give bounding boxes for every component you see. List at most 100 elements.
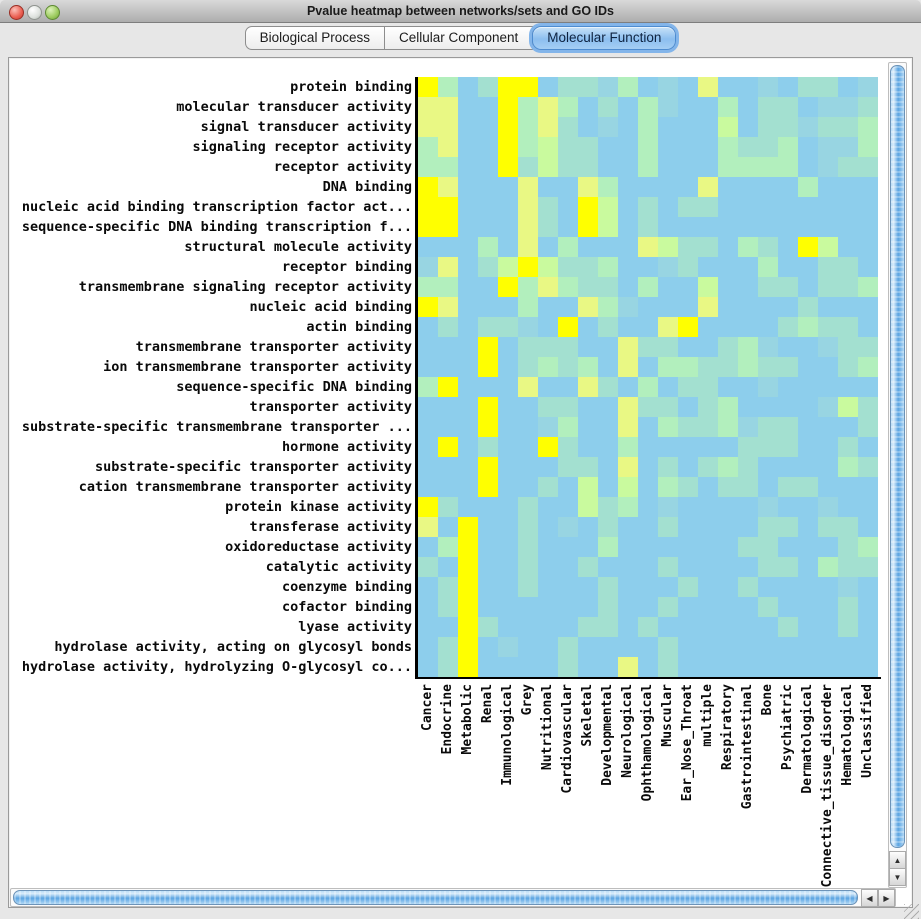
heatmap-cell xyxy=(558,397,578,417)
tab-cellular-component[interactable]: Cellular Component xyxy=(383,26,534,50)
heatmap-cell xyxy=(438,617,458,637)
heatmap-cell xyxy=(858,557,878,577)
row-label: protein binding xyxy=(290,79,412,95)
heatmap-cell xyxy=(438,337,458,357)
tab-molecular-function[interactable]: Molecular Function xyxy=(532,26,677,50)
heatmap-cell xyxy=(658,577,678,597)
heatmap-cell xyxy=(658,197,678,217)
close-button[interactable] xyxy=(9,4,24,20)
heatmap-cell xyxy=(758,297,778,317)
heatmap-cell xyxy=(678,557,698,577)
scroll-down-button[interactable]: ▼ xyxy=(889,868,906,886)
heatmap-cell xyxy=(578,657,598,677)
resize-grip[interactable] xyxy=(904,904,919,919)
heatmap-cell xyxy=(418,337,438,357)
heatmap-cell xyxy=(658,637,678,657)
zoom-button[interactable] xyxy=(45,4,60,20)
heatmap-cell xyxy=(638,97,658,117)
heatmap-cell xyxy=(838,457,858,477)
heatmap-cell xyxy=(498,457,518,477)
heatmap-cell xyxy=(738,197,758,217)
heatmap-cell xyxy=(618,177,638,197)
heatmap-cell xyxy=(758,397,778,417)
column-label: Unclassified xyxy=(860,684,875,778)
heatmap-cell xyxy=(438,257,458,277)
scroll-left-button[interactable]: ◀ xyxy=(861,889,878,907)
horizontal-scrollbar-thumb[interactable] xyxy=(13,890,858,905)
heatmap-cell xyxy=(718,477,738,497)
heatmap-cell xyxy=(778,77,798,97)
vertical-scrollbar-thumb[interactable] xyxy=(890,65,905,848)
column-label: Muscular xyxy=(660,684,675,747)
heatmap-cell xyxy=(518,597,538,617)
heatmap-cell xyxy=(558,637,578,657)
heatmap-cell xyxy=(778,477,798,497)
minimize-button[interactable] xyxy=(27,4,42,20)
heatmap-cell xyxy=(718,397,738,417)
scroll-right-button[interactable]: ▶ xyxy=(878,889,895,907)
heatmap-cell xyxy=(738,597,758,617)
tab-biological-process[interactable]: Biological Process xyxy=(244,26,385,50)
heatmap-cell xyxy=(758,477,778,497)
heatmap-cell xyxy=(698,237,718,257)
heatmap-cell xyxy=(738,417,758,437)
heatmap-cell xyxy=(778,417,798,437)
heatmap-cell xyxy=(758,177,778,197)
heatmap-cell xyxy=(638,437,658,457)
heatmap-cell xyxy=(718,197,738,217)
heatmap-cell xyxy=(638,577,658,597)
heatmap-cell xyxy=(698,617,718,637)
heatmap-cell xyxy=(798,457,818,477)
row-label: actin binding xyxy=(306,319,412,335)
horizontal-scrollbar[interactable]: ◀ ▶ xyxy=(10,888,896,907)
heatmap-cell xyxy=(478,377,498,397)
heatmap-cell xyxy=(458,317,478,337)
row-label: hydrolase activity, acting on glycosyl b… xyxy=(54,639,412,655)
heatmap-row xyxy=(418,537,878,557)
heatmap-cell xyxy=(758,657,778,677)
row-label: structural molecule activity xyxy=(184,239,412,255)
heatmap-cell xyxy=(618,197,638,217)
heatmap-cell xyxy=(518,337,538,357)
heatmap-cell xyxy=(678,297,698,317)
heatmap-cell xyxy=(558,297,578,317)
heatmap-row xyxy=(418,397,878,417)
heatmap-cell xyxy=(578,197,598,217)
heatmap-cell xyxy=(558,457,578,477)
heatmap-cell xyxy=(718,617,738,637)
heatmap-cell xyxy=(458,397,478,417)
heatmap-cell xyxy=(518,517,538,537)
heatmap-cell xyxy=(558,197,578,217)
scroll-up-button[interactable]: ▲ xyxy=(889,851,906,869)
heatmap-cell xyxy=(638,217,658,237)
heatmap-cell xyxy=(498,637,518,657)
heatmap-cell xyxy=(658,177,678,197)
heatmap-cell xyxy=(658,297,678,317)
heatmap-cell xyxy=(598,217,618,237)
heatmap-cell xyxy=(678,237,698,257)
heatmap-cell xyxy=(498,417,518,437)
heatmap-row xyxy=(418,177,878,197)
heatmap-cell xyxy=(478,497,498,517)
heatmap-cell xyxy=(618,577,638,597)
heatmap-cell xyxy=(638,197,658,217)
heatmap-cell xyxy=(418,417,438,437)
heatmap-cell xyxy=(818,117,838,137)
heatmap-cell xyxy=(798,117,818,137)
heatmap-cell xyxy=(818,517,838,537)
heatmap-cell xyxy=(798,477,818,497)
heatmap-cell xyxy=(678,137,698,157)
heatmap-cell xyxy=(418,457,438,477)
heatmap-cell xyxy=(698,637,718,657)
heatmap-cell xyxy=(558,477,578,497)
heatmap-cell xyxy=(718,237,738,257)
heatmap-cell xyxy=(818,397,838,417)
heatmap-cell xyxy=(678,257,698,277)
heatmap-cell xyxy=(798,257,818,277)
heatmap-cell xyxy=(678,377,698,397)
heatmap-cell xyxy=(738,577,758,597)
vertical-scrollbar[interactable]: ▲ ▼ xyxy=(888,62,907,888)
heatmap-cell xyxy=(778,337,798,357)
heatmap-cell xyxy=(498,157,518,177)
heatmap-cell xyxy=(718,297,738,317)
